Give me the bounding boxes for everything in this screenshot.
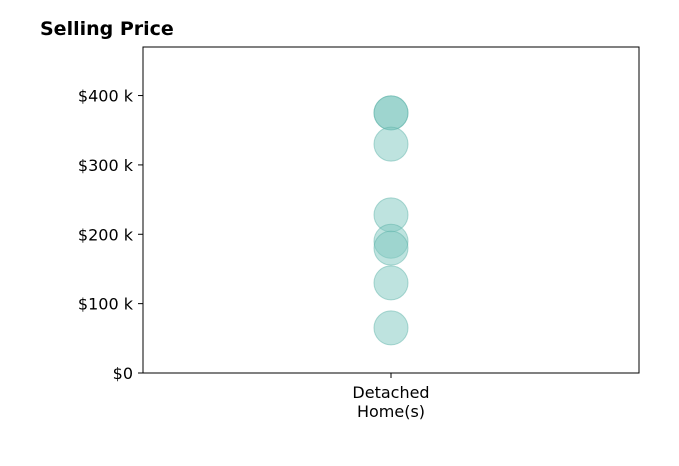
- y-tick-label: $0: [113, 364, 133, 383]
- y-tick-label: $400 k: [78, 87, 134, 106]
- data-point: [373, 230, 409, 266]
- y-axis: $0 $100 k $200 k $300 k $400 k: [78, 87, 143, 383]
- data-point: [373, 310, 409, 346]
- y-tick-label: $100 k: [78, 295, 134, 314]
- y-tick-label: $200 k: [78, 225, 134, 244]
- data-point: [373, 95, 409, 131]
- x-axis: Detached Home(s): [352, 373, 430, 421]
- data-points: [373, 95, 409, 346]
- x-tick-label: Detached Home(s): [352, 383, 429, 421]
- data-point: [373, 265, 409, 301]
- data-point: [373, 126, 409, 162]
- chart-title: Selling Price: [40, 18, 174, 40]
- y-tick-label: $300 k: [78, 156, 134, 175]
